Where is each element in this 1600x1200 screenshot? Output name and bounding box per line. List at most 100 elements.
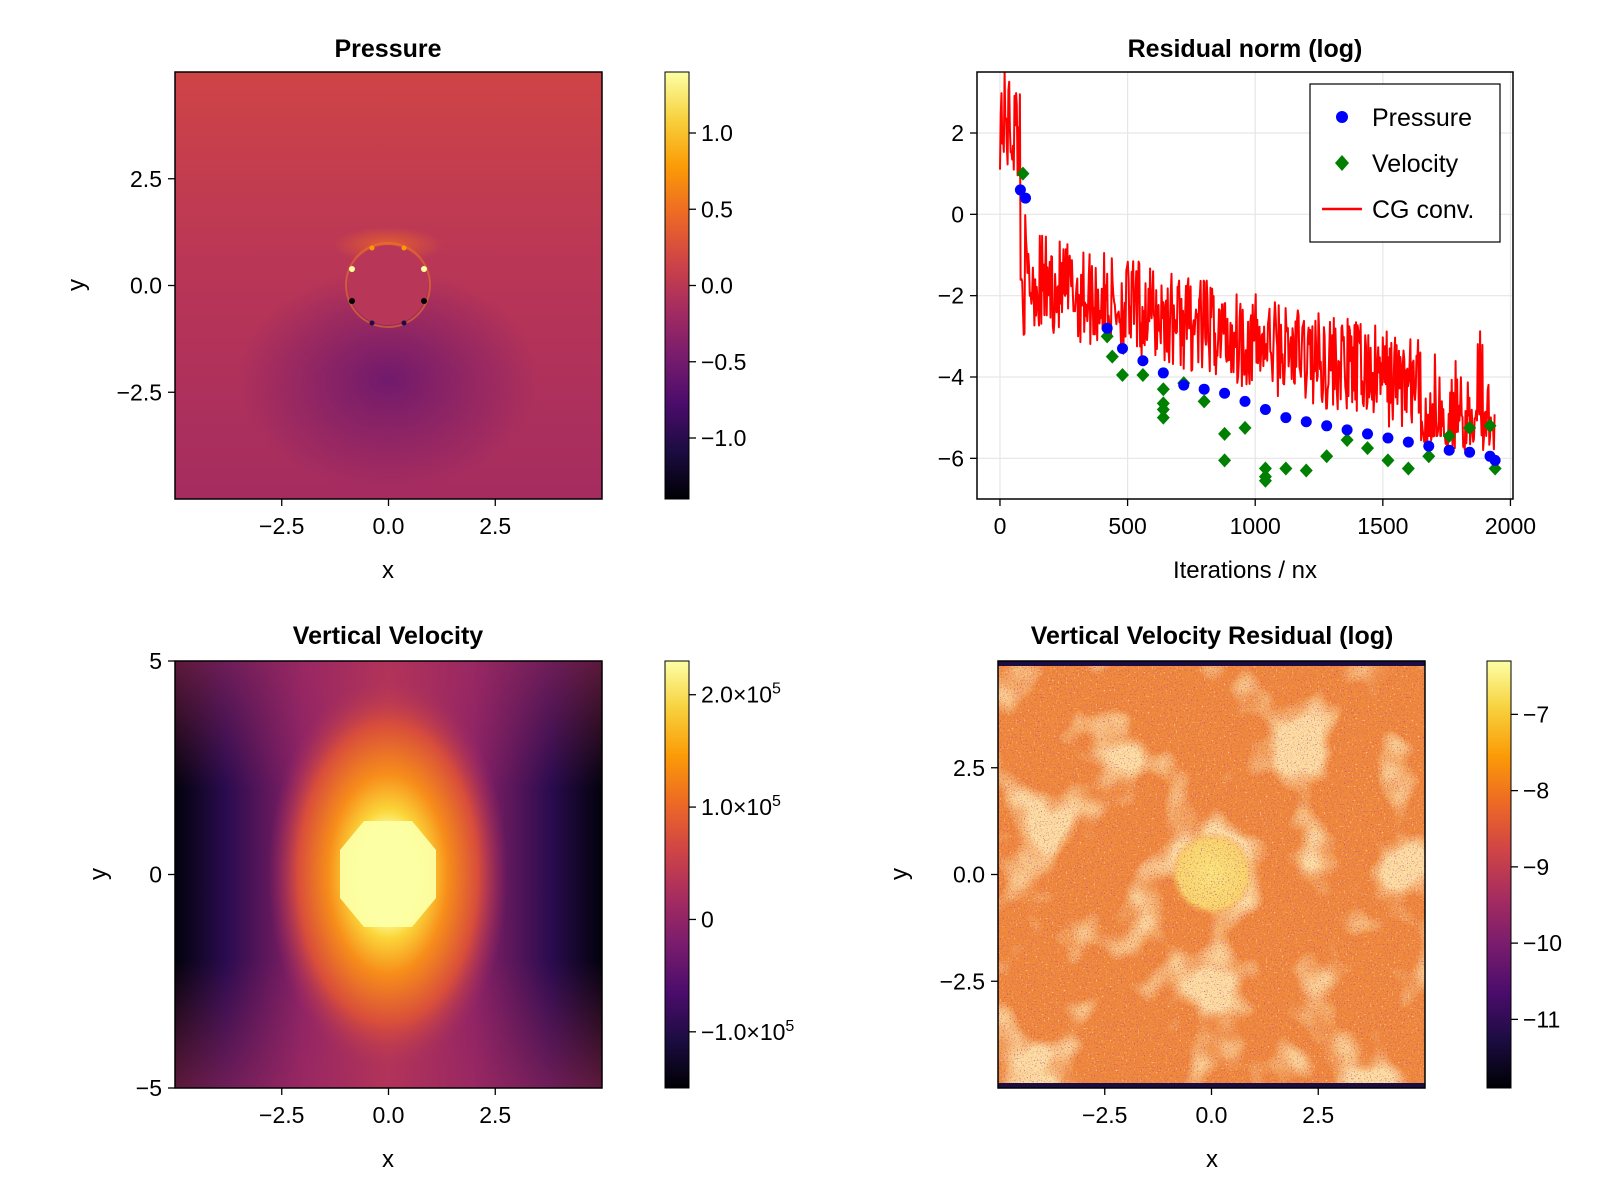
x-tick-label: 2.5 xyxy=(479,1102,511,1128)
panel-vv-residual: Vertical Velocity Residual (log) −2.5 0.0… xyxy=(886,622,1562,1173)
pressure-point xyxy=(1321,420,1333,432)
velocity-point xyxy=(1156,382,1170,397)
legend-pressure-label: Pressure xyxy=(1372,104,1472,132)
y-tick-label: −2.5 xyxy=(940,968,985,994)
pressure-colorbar-ticks: 1.0 0.5 0.0 −0.5 −1.0 xyxy=(689,120,746,451)
velocity-point xyxy=(1279,461,1293,476)
colorbar-tick-label: −0.5 xyxy=(701,349,746,375)
pressure-point xyxy=(1300,416,1312,428)
vv-heatmap xyxy=(175,661,602,1088)
x-tick-label: 2.5 xyxy=(1302,1102,1334,1128)
pressure-point xyxy=(1443,444,1455,456)
vr-colorbar: −7 −8 −9 −10 −11 xyxy=(1486,660,1562,1089)
colorbar-tick-label: 1.0 xyxy=(701,120,733,146)
velocity-point xyxy=(1105,349,1119,364)
inclusion-spikes xyxy=(349,245,427,326)
vv-xlabel: x xyxy=(382,1146,394,1173)
x-tick-label: 1500 xyxy=(1357,513,1408,539)
residual-title: Residual norm (log) xyxy=(1128,35,1363,63)
x-tick-label: −2.5 xyxy=(259,513,304,539)
pressure-point xyxy=(1259,404,1271,416)
velocity-point xyxy=(1156,410,1170,425)
velocity-point xyxy=(1136,367,1150,382)
velocity-point xyxy=(1197,394,1211,409)
pressure-xticks: −2.5 0.0 2.5 xyxy=(259,499,511,539)
pressure-point xyxy=(1101,322,1113,334)
vr-yticks: −2.5 0.0 2.5 xyxy=(940,755,998,994)
colorbar-tick-label: −10 xyxy=(1523,930,1562,956)
pressure-point xyxy=(1489,454,1501,466)
colorbar-tick-label: 0.0 xyxy=(701,273,733,299)
residual-xticks: 0 500 1000 1500 2000 xyxy=(994,499,1536,539)
y-tick-label: −6 xyxy=(938,445,964,471)
x-tick-label: −2.5 xyxy=(259,1102,304,1128)
velocity-point xyxy=(1463,420,1477,435)
x-tick-label: 0 xyxy=(994,513,1007,539)
legend-velocity-label: Velocity xyxy=(1372,150,1459,178)
pressure-xlabel: x xyxy=(382,557,394,584)
vv-xticks: −2.5 0.0 2.5 xyxy=(259,1088,511,1128)
velocity-markers xyxy=(1016,166,1502,488)
panel-pressure: Pressure −2.5 0.0 2.5 −2.5 0.0 2.5 x y xyxy=(63,35,746,584)
pressure-point xyxy=(1464,446,1476,458)
y-tick-label: 5 xyxy=(149,648,162,674)
x-tick-label: 0.0 xyxy=(1196,1102,1228,1128)
pressure-point xyxy=(1382,432,1394,444)
colorbar-tick-label: 2.0×105 xyxy=(701,681,781,708)
pressure-point xyxy=(1239,395,1251,407)
velocity-point xyxy=(1100,329,1114,344)
y-tick-label: 2.5 xyxy=(130,166,162,192)
pressure-point xyxy=(1198,383,1210,395)
velocity-point xyxy=(1340,433,1354,448)
colorbar-tick-label: −9 xyxy=(1523,854,1549,880)
vv-colorbar: 2.0×105 1.0×105 0 −1.0×105 xyxy=(664,660,794,1089)
velocity-point xyxy=(1218,453,1232,468)
velocity-point xyxy=(1258,461,1272,476)
colorbar-tick-label: −1.0×105 xyxy=(701,1018,794,1045)
pressure-point xyxy=(1137,355,1149,367)
vr-heatmap xyxy=(998,661,1425,1088)
legend-pressure-marker xyxy=(1336,111,1348,123)
pressure-point xyxy=(1157,367,1169,379)
pressure-point xyxy=(1219,387,1231,399)
colorbar-tick-label: 0 xyxy=(701,906,714,932)
vr-ylabel: y xyxy=(886,868,913,880)
vr-title: Vertical Velocity Residual (log) xyxy=(1031,622,1394,650)
velocity-point xyxy=(1320,449,1334,464)
pressure-title: Pressure xyxy=(334,35,441,63)
panel-residual-norm: Residual norm (log) 0 500 1000 1500 2000 2 0 −… xyxy=(938,35,1536,584)
colorbar-tick-label: −8 xyxy=(1523,778,1549,804)
velocity-point xyxy=(1442,428,1456,443)
pressure-point xyxy=(1019,192,1031,204)
x-tick-label: 2000 xyxy=(1485,513,1536,539)
vr-xticks: −2.5 0.0 2.5 xyxy=(1082,1088,1334,1128)
panel-vertical-velocity: Vertical Velocity −2.5 0.0 2.5 5 0 −5 x y 2.… xyxy=(85,622,794,1173)
pressure-colorbar: 1.0 0.5 0.0 −0.5 −1.0 xyxy=(664,71,746,500)
vr-xlabel: x xyxy=(1206,1146,1218,1173)
residual-xlabel: Iterations / nx xyxy=(1173,557,1317,584)
pressure-point xyxy=(1423,440,1435,452)
velocity-point xyxy=(1115,367,1129,382)
colorbar-tick-label: −1.0 xyxy=(701,425,746,451)
y-tick-label: 2 xyxy=(951,120,964,146)
velocity-point xyxy=(1488,461,1502,476)
legend-velocity-marker xyxy=(1335,155,1349,171)
velocity-point xyxy=(1422,449,1436,464)
residual-frame xyxy=(976,71,1514,500)
pressure-point xyxy=(1280,412,1292,424)
colorbar-tick-label: −11 xyxy=(1523,1006,1560,1032)
velocity-point xyxy=(1016,166,1030,181)
pressure-point xyxy=(1362,428,1374,440)
pressure-point xyxy=(1341,424,1353,436)
colorbar-tick-label: −7 xyxy=(1523,701,1549,727)
velocity-point xyxy=(1238,420,1252,435)
velocity-point xyxy=(1218,426,1232,441)
x-tick-label: 500 xyxy=(1108,513,1146,539)
y-tick-label: 2.5 xyxy=(953,755,985,781)
colorbar-tick-label: 0.5 xyxy=(701,196,733,222)
colorbar-tick-label: 1.0×105 xyxy=(701,793,781,820)
vv-ylabel: y xyxy=(85,868,112,880)
velocity-point xyxy=(1156,402,1170,417)
x-tick-label: 1000 xyxy=(1230,513,1281,539)
